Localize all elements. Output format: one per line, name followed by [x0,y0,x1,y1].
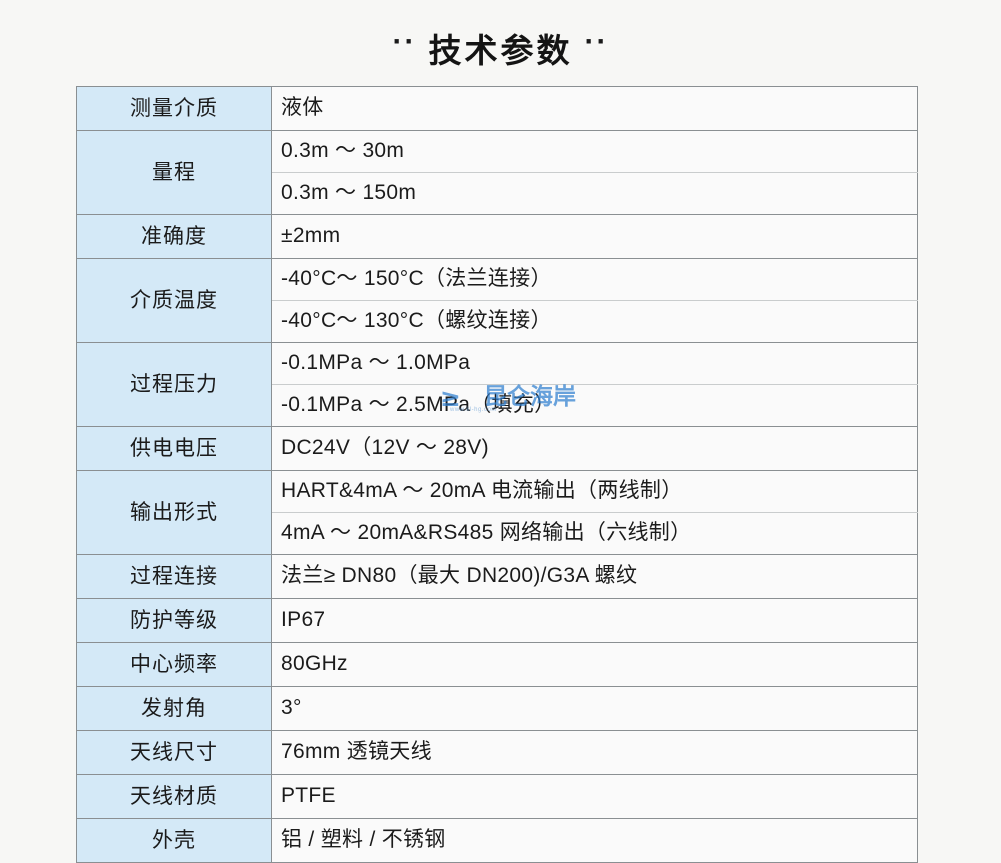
row-value-output-form-2: 4mA ～ 20mA&RS485 网络输出（六线制） [271,512,918,555]
row-value-antenna-size: 76mm 透镜天线 [271,730,918,775]
table-row: 天线尺寸 76mm 透镜天线 [76,730,918,775]
row-value-antenna-material: PTFE [271,774,918,819]
row-label-supply-voltage: 供电电压 [76,426,272,471]
row-value-process-connection: 法兰≥ DN80（最大 DN200)/G3A 螺纹 [271,554,918,599]
table-row: 中心频率 80GHz [76,642,918,687]
row-value-range-2: 0.3m ～ 150m [271,172,918,215]
table-row: 防护等级 IP67 [76,598,918,643]
row-label-output-form: 输出形式 [76,470,272,555]
table-row: -40°C～ 130°C（螺纹连接） [77,300,918,343]
row-label-housing: 外壳 [76,818,272,863]
table-row: 准确度 ±2mm [76,214,918,259]
table-row: 天线材质 PTFE [76,774,918,819]
row-label-range: 量程 [76,130,272,215]
table-row: 过程压力 -0.1MPa ～ 1.0MPa [76,342,918,427]
table-row: 输出形式 HART&4mA ～ 20mA 电流输出（两线制） [76,470,918,555]
row-value-center-frequency: 80GHz [271,642,918,687]
row-value-beam-angle: 3° [271,686,918,731]
title-right-dots: ·· [584,24,609,58]
table-row: 发射角 3° [76,686,918,731]
table-row: 过程连接 法兰≥ DN80（最大 DN200)/G3A 螺纹 [76,554,918,599]
row-value-output-form-1: HART&4mA ～ 20mA 电流输出（两线制） [271,470,918,513]
title-left-dots: ·· [392,24,417,58]
row-label-antenna-material: 天线材质 [76,774,272,819]
table-row: 测量介质 液体 [76,86,918,131]
row-label-center-frequency: 中心频率 [76,642,272,687]
row-value-medium-temperature-2: -40°C～ 130°C（螺纹连接） [271,300,918,343]
spec-sheet-page: ·· 技术参数 ·· 测量介质 液体 量程 0.3m ～ 30m 0.3m ～ … [0,26,1001,863]
row-value-measuring-medium: 液体 [271,86,918,131]
row-value-range-1: 0.3m ～ 30m [271,130,918,173]
table-row: 供电电压 DC24V（12V ～ 28V) [76,426,918,471]
row-label-process-connection: 过程连接 [76,554,272,599]
row-label-antenna-size: 天线尺寸 [76,730,272,775]
row-value-medium-temperature-1: -40°C～ 150°C（法兰连接） [271,258,918,301]
row-value-process-pressure-1: -0.1MPa ～ 1.0MPa [271,342,918,385]
row-label-protection-grade: 防护等级 [76,598,272,643]
table-row: 量程 0.3m ～ 30m [76,130,918,215]
table-row: -0.1MPa ～ 2.5MPa（填充） [77,384,918,427]
row-value-housing: 铝 / 塑料 / 不锈钢 [271,818,918,863]
row-value-accuracy: ±2mm [271,214,918,259]
specifications-table: 测量介质 液体 量程 0.3m ～ 30m 0.3m ～ 150m 准确度 ±2… [76,86,918,863]
row-label-measuring-medium: 测量介质 [76,86,272,131]
page-title: ·· 技术参数 ·· [0,26,1001,69]
row-label-beam-angle: 发射角 [76,686,272,731]
row-value-supply-voltage: DC24V（12V ～ 28V) [271,426,918,471]
table-row: 0.3m ～ 150m [77,172,918,215]
title-text: 技术参数 [428,32,573,69]
row-label-medium-temperature: 介质温度 [76,258,272,343]
table-row: 4mA ～ 20mA&RS485 网络输出（六线制） [77,512,918,555]
row-label-accuracy: 准确度 [76,214,272,259]
table-row: 外壳 铝 / 塑料 / 不锈钢 [76,818,918,863]
row-value-protection-grade: IP67 [271,598,918,643]
row-label-process-pressure: 过程压力 [76,342,272,427]
table-row: 介质温度 -40°C～ 150°C（法兰连接） [76,258,918,343]
row-value-process-pressure-2: -0.1MPa ～ 2.5MPa（填充） [271,384,918,427]
table-body: 测量介质 液体 量程 0.3m ～ 30m 0.3m ～ 150m 准确度 ±2… [76,86,918,863]
